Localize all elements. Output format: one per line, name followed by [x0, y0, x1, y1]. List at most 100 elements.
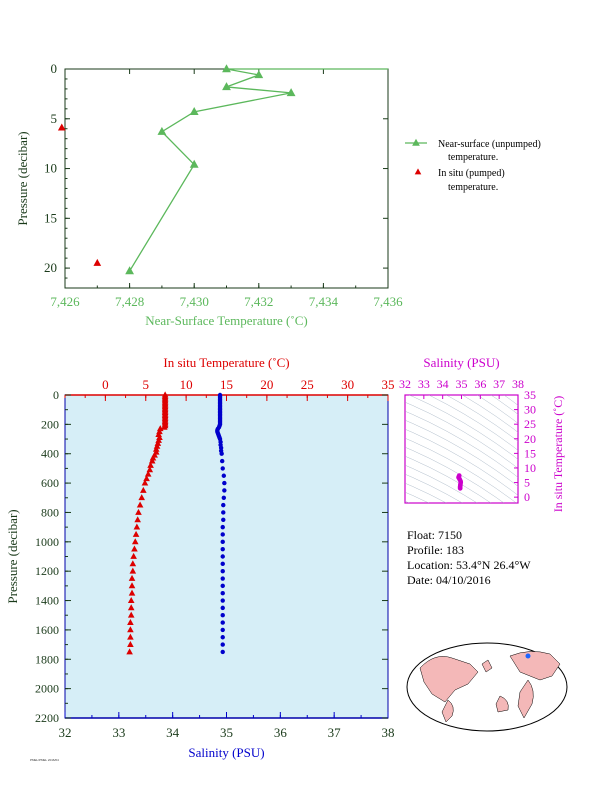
ts-x-tick-label: 32 [399, 377, 411, 391]
ts-y-tick-label: 25 [524, 417, 536, 431]
near-surface-y-tick-label: 15 [44, 210, 57, 225]
profile-y-axis-label: Pressure (decibar) [5, 509, 20, 603]
salinity-x-tick-label: 35 [220, 725, 233, 740]
ts-y-tick-label: 30 [524, 403, 536, 417]
float-info: Float: 7150 Profile: 183 Location: 53.4°… [407, 528, 531, 588]
salinity-profile-point [221, 473, 227, 478]
salinity-profile-point [220, 524, 225, 530]
ts-density-contour [461, 395, 518, 433]
near-surface-temperature-point [189, 107, 199, 116]
near-surface-x-axis-label: Near-Surface Temperature (˚C) [145, 313, 307, 328]
near-surface-x-tick-label: 7,430 [180, 294, 209, 309]
map-land [517, 679, 534, 719]
salinity-profile-point [220, 635, 225, 640]
ts-density-contour [405, 491, 430, 503]
temperature-axis-label: In situ Temperature (˚C) [163, 355, 289, 370]
ts-y-tick-label: 15 [524, 446, 536, 460]
temperature-x-tick-label: 5 [143, 377, 150, 392]
ts-density-contour [428, 395, 518, 451]
near-surface-temperature-point [222, 64, 231, 73]
ts-density-contour [405, 455, 492, 503]
salinity-profile-point [220, 613, 225, 618]
temperature-profile-point [127, 633, 134, 640]
salinity-profile-point [220, 554, 225, 559]
temperature-profile-point [131, 545, 138, 552]
legend-pumped-marker [414, 168, 422, 175]
temperature-x-tick-label: 30 [341, 377, 354, 392]
temperature-profile-point [128, 574, 136, 581]
salinity-profile-point [220, 591, 225, 596]
ts-density-contour [490, 395, 518, 415]
temperature-profile-point [127, 604, 135, 611]
temperature-x-tick-label: 20 [260, 377, 273, 392]
salinity-x-tick-label: 32 [59, 725, 72, 740]
near-surface-x-tick-label: 7,426 [50, 294, 80, 309]
temperature-profile-point [134, 516, 141, 523]
near-surface-temperature-point [222, 82, 231, 91]
near-surface-temperature-point [125, 266, 134, 275]
ts-x-tick-label: 36 [474, 377, 486, 391]
world-map-inset [406, 642, 568, 732]
near-surface-y-tick-label: 20 [44, 260, 57, 275]
salinity-profile-point [220, 598, 225, 603]
salinity-profile-point [222, 488, 227, 493]
temperature-profile-point [127, 611, 135, 618]
ts-density-contour [405, 437, 517, 503]
salinity-profile-point [220, 583, 225, 589]
ts-x-axis-label: Salinity (PSU) [423, 355, 499, 370]
profile-y-tick-label: 1200 [35, 564, 59, 578]
salinity-profile-point [220, 620, 225, 625]
ts-x-tick-label: 37 [493, 377, 505, 391]
near-surface-temperature-point [189, 159, 199, 168]
salinity-profile-point [222, 480, 227, 486]
legend-unpumped-label-2: temperature. [448, 152, 498, 163]
profile-y-tick-label: 1600 [35, 623, 59, 637]
legend-unpumped-marker [412, 138, 420, 146]
profile-number: Profile: 183 [407, 543, 464, 557]
ts-density-contour [405, 473, 463, 503]
near-surface-plot-frame [64, 68, 389, 289]
ts-density-contour [405, 401, 518, 469]
temperature-profile-point [131, 538, 139, 545]
float-number: Float: 7150 [407, 528, 463, 542]
ts-density-contour [405, 464, 478, 503]
ts-density-contour [405, 419, 518, 487]
ts-density-contour [476, 395, 518, 424]
pumped-temperature-point [93, 258, 102, 266]
footer-credit: PMEL/PMEL 2016/04 [30, 758, 59, 762]
ts-density-contour [408, 395, 518, 460]
profile-y-tick-label: 600 [41, 476, 59, 490]
salinity-profile-point [220, 642, 225, 647]
salinity-x-tick-label: 38 [382, 725, 395, 740]
ts-y-tick-label: 10 [524, 461, 536, 475]
profile-y-tick-label: 400 [41, 447, 59, 461]
ts-x-tick-label: 35 [456, 377, 468, 391]
ts-density-contour [405, 410, 518, 478]
legend-pumped-label-1: In situ (pumped) [438, 168, 505, 179]
profile-y-tick-label: 1400 [35, 594, 59, 608]
salinity-profile-point [220, 561, 225, 567]
ts-density-contour [405, 446, 505, 503]
temperature-profile-point [128, 589, 136, 596]
temperature-profile-point [140, 486, 147, 493]
temperature-profile-point [130, 552, 137, 559]
ts-contours [405, 395, 518, 503]
legend-unpumped-label-1: Near-surface (unpumped) [438, 139, 541, 150]
ts-density-contour [445, 395, 518, 442]
near-surface-temperature-point [254, 70, 264, 79]
salinity-profile-point [220, 568, 225, 574]
temperature-x-tick-label: 25 [301, 377, 314, 392]
salinity-x-tick-label: 37 [328, 725, 342, 740]
profile-y-tick-label: 1000 [35, 535, 59, 549]
temperature-x-tick-label: 0 [102, 377, 109, 392]
profile-y-tick-label: 0 [53, 388, 59, 402]
ts-y-axis-label: In situ Temperature (˚C) [551, 396, 565, 513]
pumped-temperature-point [57, 123, 66, 131]
ts-x-tick-label: 38 [512, 377, 524, 391]
salinity-profile-point [219, 458, 225, 464]
map-land [481, 659, 493, 673]
ts-point [457, 486, 463, 491]
salinity-profile-point [220, 539, 225, 545]
near-surface-y-tick-label: 10 [44, 161, 57, 176]
